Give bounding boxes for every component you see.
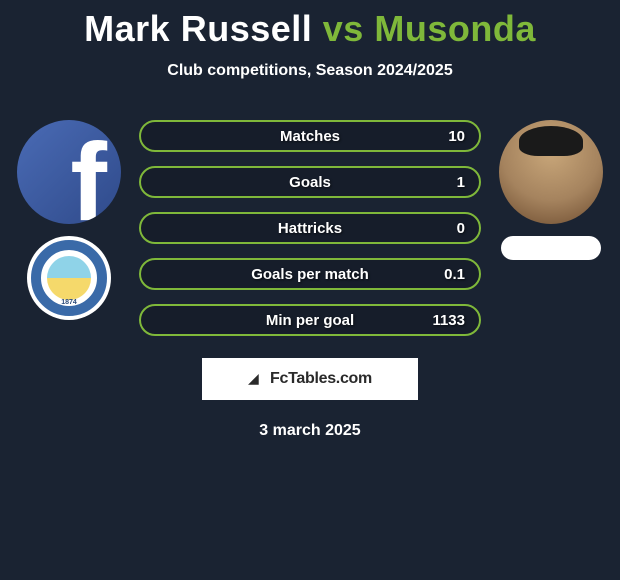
- stat-right: 10: [448, 128, 465, 145]
- stat-right: 0: [457, 220, 465, 237]
- stat-row-matches: Matches 10: [139, 120, 481, 152]
- stat-row-goals-per-match: Goals per match 0.1: [139, 258, 481, 290]
- stat-right: 1133: [432, 312, 465, 329]
- page-title: Mark Russell vs Musonda: [0, 8, 620, 50]
- player1-name: Mark Russell: [84, 8, 312, 49]
- brand-box[interactable]: FcTables.com: [202, 358, 418, 400]
- stat-label: Matches: [280, 128, 340, 145]
- stat-row-goals: Goals 1: [139, 166, 481, 198]
- stat-right: 1: [457, 174, 465, 191]
- player1-avatar: [17, 120, 121, 224]
- comparison-card: Mark Russell vs Musonda Club competition…: [0, 0, 620, 440]
- player1-club-badge: 1874: [27, 236, 111, 320]
- main-row: 1874 Matches 10 Goals 1 Hattricks 0 Goal…: [0, 118, 620, 336]
- stat-label: Goals: [289, 174, 331, 191]
- player2-club-placeholder: [501, 236, 601, 260]
- stat-row-hattricks: Hattricks 0: [139, 212, 481, 244]
- stat-row-min-per-goal: Min per goal 1133: [139, 304, 481, 336]
- stats-column: Matches 10 Goals 1 Hattricks 0 Goals per…: [139, 118, 481, 336]
- right-column: [497, 118, 605, 260]
- date-text: 3 march 2025: [0, 422, 620, 440]
- chart-icon: [248, 372, 266, 386]
- stat-right: 0.1: [444, 266, 465, 283]
- player2-avatar: [499, 120, 603, 224]
- left-column: 1874: [15, 118, 123, 320]
- club-year: 1874: [61, 299, 77, 306]
- stat-label: Hattricks: [278, 220, 342, 237]
- stat-label: Goals per match: [251, 266, 369, 283]
- stat-label: Min per goal: [266, 312, 354, 329]
- vs-text: vs: [323, 8, 364, 49]
- subtitle: Club competitions, Season 2024/2025: [0, 62, 620, 80]
- player2-name: Musonda: [374, 8, 536, 49]
- brand-text: FcTables.com: [270, 370, 372, 388]
